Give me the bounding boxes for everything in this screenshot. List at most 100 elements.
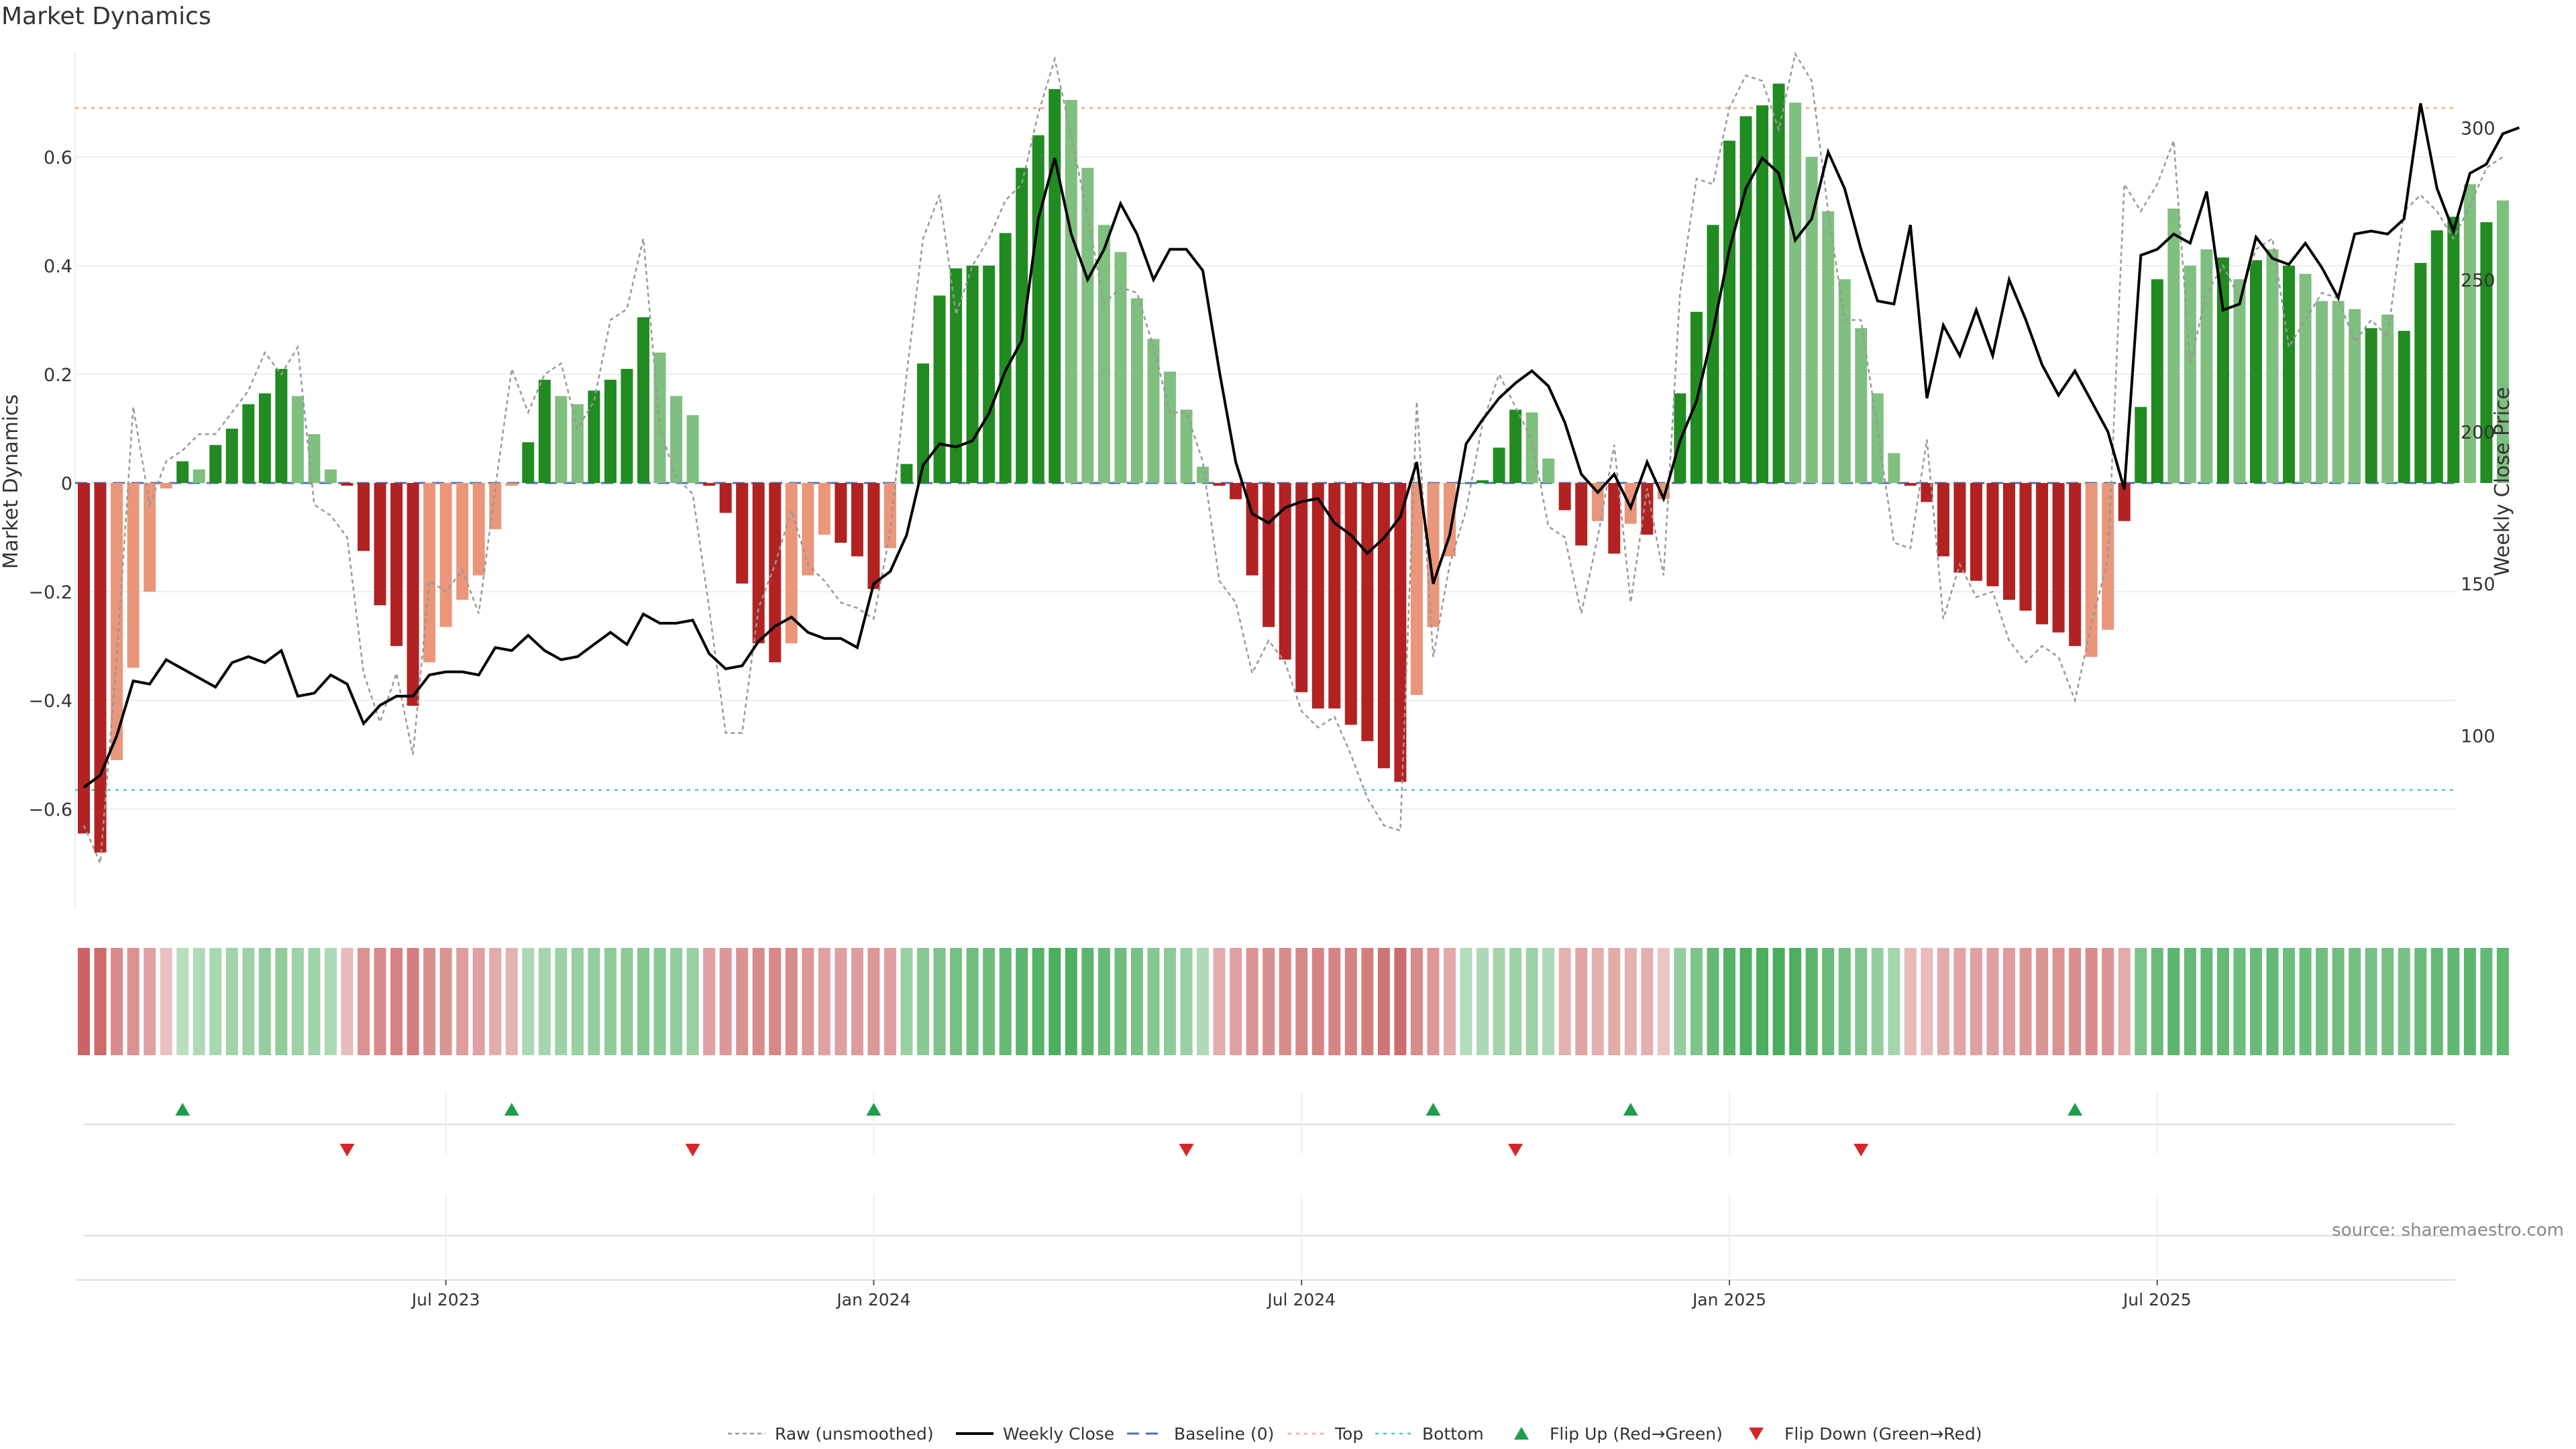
bar: [2283, 266, 2296, 483]
strip-cell: [1377, 948, 1390, 1055]
strip-cell: [2167, 948, 2180, 1055]
bar: [2019, 483, 2032, 611]
strip-cell: [127, 948, 140, 1055]
bar: [621, 368, 633, 483]
bar: [1410, 483, 1423, 695]
bar: [308, 434, 321, 483]
bar: [2069, 483, 2082, 646]
strip-cell: [2381, 948, 2394, 1055]
bar: [1263, 483, 1275, 627]
strip-cell: [2398, 948, 2410, 1055]
x-tick-label: Jul 2025: [2122, 1290, 2192, 1309]
bar: [2480, 222, 2493, 483]
bar: [1311, 483, 1324, 709]
strip-cell: [2085, 948, 2098, 1055]
strip-cell: [818, 948, 830, 1055]
strip-cell: [456, 948, 469, 1055]
y-tick-label: −0.4: [28, 691, 72, 712]
bar: [1163, 371, 1176, 483]
flip-down-marker: [1854, 1144, 1869, 1157]
strip-cell: [835, 948, 847, 1055]
strip-cell: [1394, 948, 1407, 1055]
strip-cell: [1311, 948, 1324, 1055]
flip-up-marker: [2068, 1103, 2083, 1116]
flip-up-marker: [1426, 1103, 1441, 1116]
strip-cell: [1937, 948, 1949, 1055]
strip-cell: [78, 948, 90, 1055]
strip-cell: [1558, 948, 1571, 1055]
strip-cell: [1707, 948, 1719, 1055]
strip-cell: [1805, 948, 1818, 1055]
bar: [242, 404, 255, 483]
strip-cell: [2480, 948, 2493, 1055]
strip-cell: [275, 948, 288, 1055]
strip-cell: [1838, 948, 1851, 1055]
strip-cell: [2118, 948, 2131, 1055]
bar: [1016, 168, 1028, 483]
strip-cell: [2102, 948, 2114, 1055]
bar: [1838, 279, 1851, 483]
intensity-strip: [78, 948, 2509, 1055]
strip-cell: [1608, 948, 1621, 1055]
strip-cell: [341, 948, 354, 1055]
strip-cell: [1460, 948, 1472, 1055]
strip-cell: [703, 948, 716, 1055]
bar: [1707, 225, 1719, 483]
legend-item-flip_down: Flip Down (Green→Red): [1749, 1424, 1982, 1444]
flip-down-marker: [339, 1144, 355, 1157]
bar: [1921, 483, 1933, 502]
bar: [2365, 328, 2377, 483]
strip-cell: [538, 948, 551, 1055]
y-axis-right: 300 250 200 150 100: [2461, 118, 2496, 747]
strip-cell: [1723, 948, 1735, 1055]
bar: [1230, 483, 1242, 500]
bar: [736, 483, 749, 584]
bar: [324, 469, 337, 483]
x-tick-label: Jul 2023: [411, 1290, 480, 1309]
bar: [802, 483, 814, 576]
bar: [917, 363, 930, 483]
bar: [2266, 249, 2279, 483]
bar: [1295, 483, 1308, 692]
bar: [291, 396, 304, 483]
bar: [2135, 407, 2147, 483]
bar: [358, 483, 370, 551]
y2-tick-label: 100: [2461, 727, 2496, 747]
bar: [2167, 208, 2180, 483]
strip-cell: [291, 948, 304, 1055]
strip-cell: [736, 948, 749, 1055]
y2-tick-label: 300: [2461, 118, 2496, 139]
y2-tick-label: 200: [2461, 423, 2496, 443]
bar: [2151, 279, 2163, 483]
bar: [1904, 483, 1917, 486]
legend-label: Flip Up (Red→Green): [1550, 1424, 1723, 1444]
bar: [2249, 260, 2262, 483]
bar: [851, 483, 863, 557]
bar: [1608, 483, 1621, 554]
strip-cell: [604, 948, 616, 1055]
strip-cell: [1756, 948, 1769, 1055]
strip-cell: [407, 948, 419, 1055]
strip-cell: [1032, 948, 1044, 1055]
strip-cell: [111, 948, 123, 1055]
strip-cell: [571, 948, 584, 1055]
strip-cell: [1427, 948, 1440, 1055]
bar: [1723, 140, 1735, 483]
strip-cell: [374, 948, 386, 1055]
strip-cell: [2430, 948, 2443, 1055]
flip-down-marker: [685, 1144, 700, 1157]
bar: [2118, 483, 2131, 521]
bar: [1032, 135, 1044, 484]
bar: [1213, 483, 1226, 486]
strip-cell: [505, 948, 518, 1055]
bar: [176, 461, 189, 483]
legend: Raw (unsmoothed) Weekly Close Baseline (0)…: [728, 1424, 1982, 1444]
strip-cell: [670, 948, 683, 1055]
bar: [2414, 262, 2427, 483]
bar: [588, 390, 600, 483]
legend-label: Flip Down (Green→Red): [1784, 1424, 1982, 1444]
legend-swatch: [1514, 1427, 1529, 1440]
bar: [2398, 331, 2410, 483]
bar: [1591, 483, 1604, 521]
